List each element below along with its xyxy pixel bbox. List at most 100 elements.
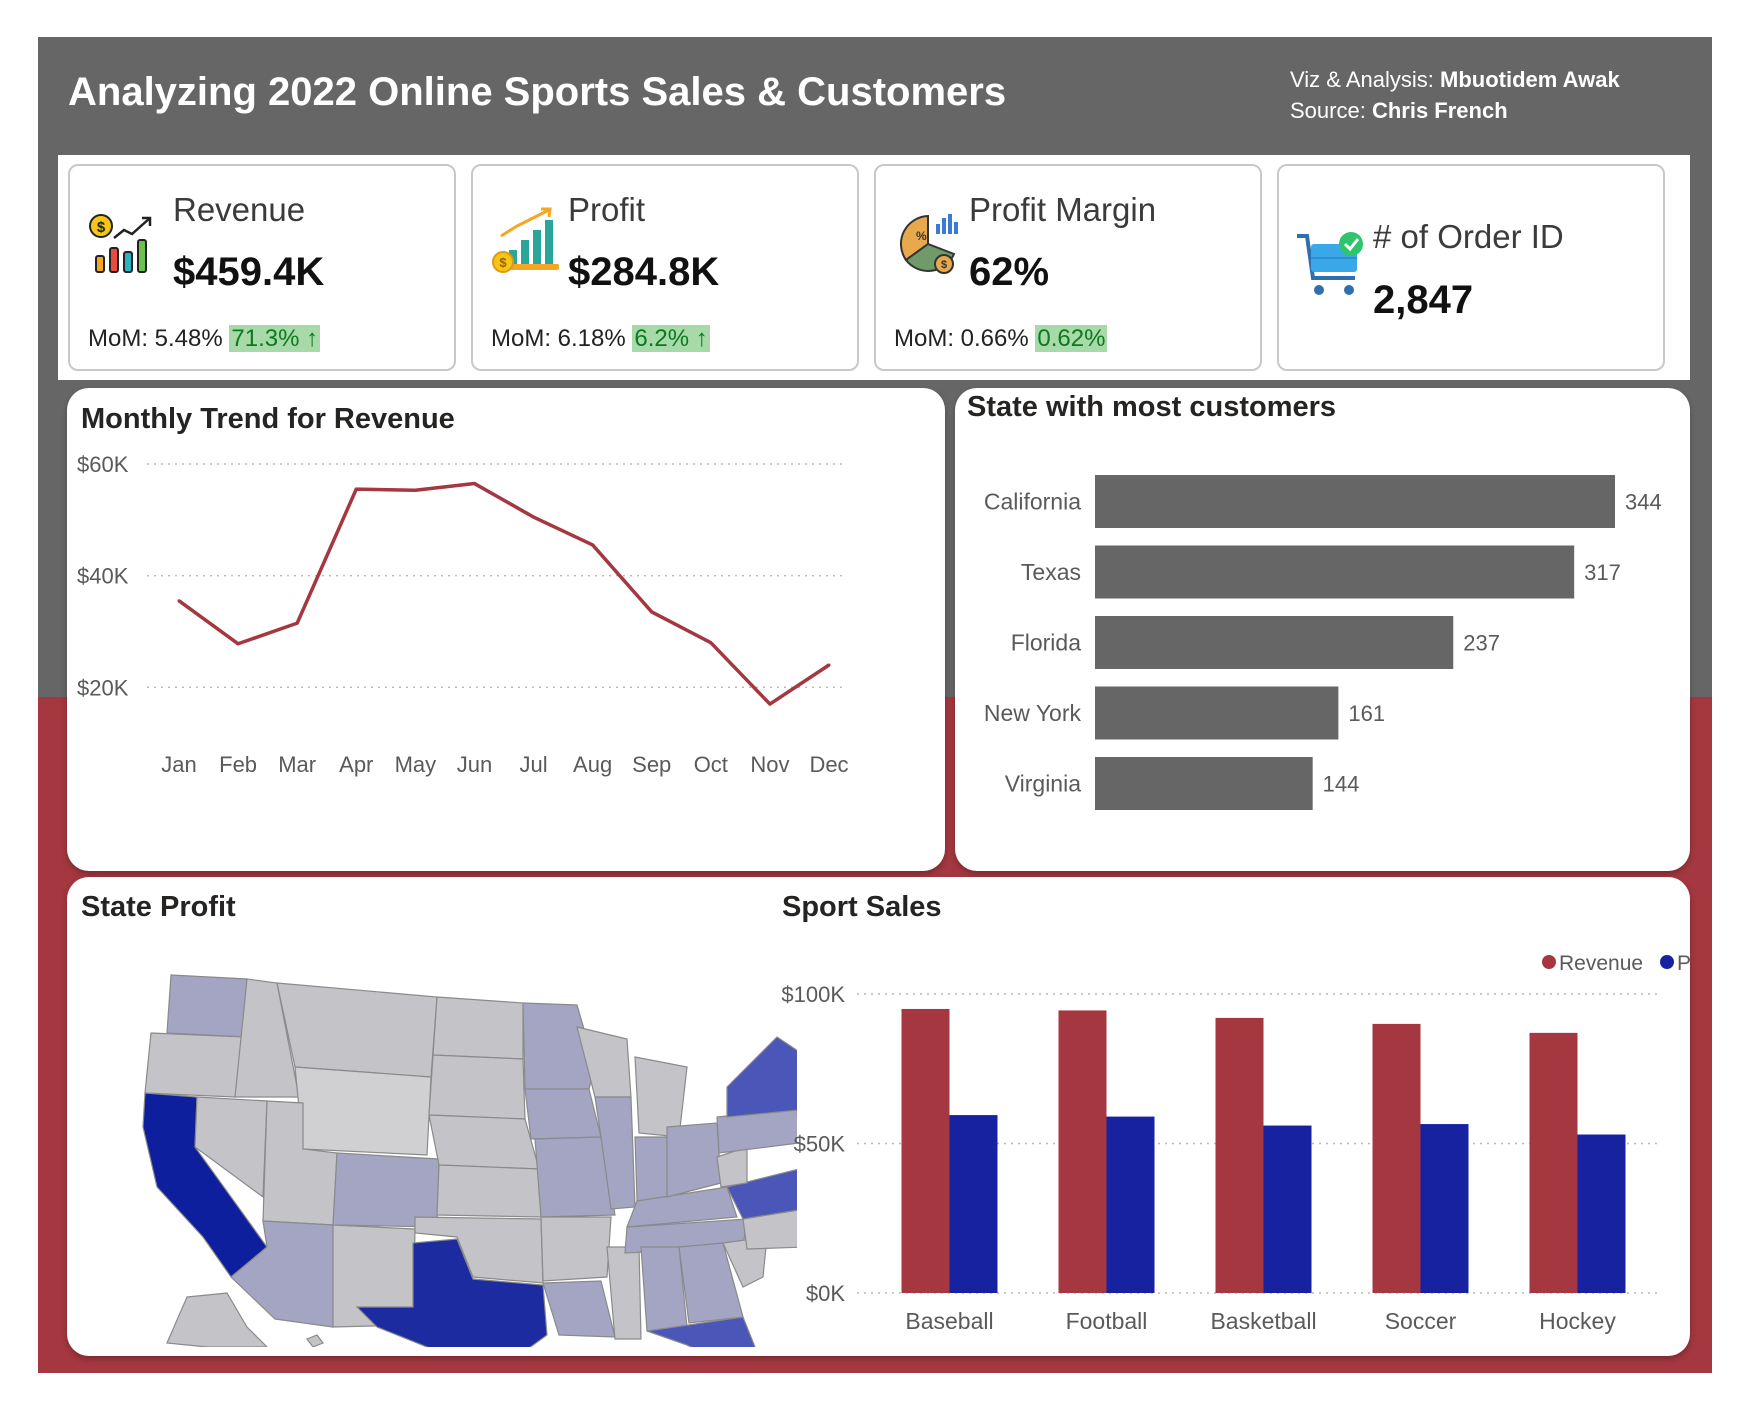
bar-revenue [1058,1010,1107,1293]
mom-delta: 71.3% [231,325,300,352]
bar [1095,616,1454,669]
map-state-hawaii [306,1334,324,1347]
bar-revenue [901,1008,950,1293]
kpi-value: $459.4K [173,250,325,294]
data-point [768,702,772,706]
bar [1095,545,1575,599]
x-tick-label: Feb [219,752,257,777]
sport-sales-title: Sport Sales [782,891,942,923]
kpi-card-revenue[interactable]: $ Revenue $459.4K MoM: 5.48% 71.3% ↑ [68,164,456,371]
map-state-iowa [524,1088,602,1140]
bar-category-label: Virginia [1005,771,1081,797]
bar-revenue [1215,1017,1264,1293]
legend-label: Profit [1677,952,1690,975]
map-state-virginia [726,1168,797,1220]
data-point [650,610,654,614]
y-tick-label: $100K [781,982,845,1007]
legend-marker [1542,955,1556,969]
map-state-illinois [594,1096,636,1210]
x-tick-label: Nov [750,752,789,777]
mom-label: MoM: 0.66% [894,325,1029,352]
map-state-south-dakota [428,1054,526,1120]
mom-label: MoM: 5.48% [88,325,223,352]
state-profit-map[interactable] [127,947,797,1347]
data-point [295,621,299,625]
source-prefix: Source: [1290,98,1372,123]
map-state-ohio [666,1122,722,1198]
kpi-label: Profit [568,191,646,228]
viz-author: Mbuotidem Awak [1440,67,1620,92]
x-tick-label: Baseball [905,1308,993,1334]
map-state-nevada [194,1096,268,1199]
map-state-alaska [166,1292,268,1347]
kpi-card-profit[interactable]: $ Profit $284.8K MoM: 6.18% 6.2% ↑ [471,164,859,371]
data-point [827,663,831,667]
sport-sales-chart: $0K $50K $100K Baseball Football Basketball So… [781,952,1690,1334]
card-state-customers: State with most customers California 344 T… [955,388,1690,871]
map-state-missouri [534,1136,616,1218]
x-tick-label: Mar [278,752,316,777]
bar-category-label: New York [984,700,1082,726]
bar-profit [1420,1124,1469,1293]
kpi-mom: MoM: 5.48% 71.3% ↑ [88,325,321,353]
x-tick-label: Aug [573,752,612,777]
monthly-trend-title: Monthly Trend for Revenue [81,403,455,435]
x-tick-label: May [395,752,437,777]
bar-category-label: Florida [1011,630,1082,656]
bar-data-label: 237 [1463,631,1500,656]
data-point [413,488,417,492]
x-tick-label: Jun [457,752,492,777]
bar [1095,757,1313,810]
svg-text:$: $ [941,259,947,271]
bar-data-label: 161 [1348,701,1385,726]
state-customers-chart: California 344 Texas 317 Florida 237 New York 1… [984,475,1662,810]
mom-delta-badge: 71.3% ↑ [229,325,321,352]
bar-category-label: Texas [1021,559,1081,585]
map-state-wyoming [294,1066,432,1156]
kpi-mom: MoM: 0.66% 0.62% [894,325,1108,353]
legend-label: Revenue [1559,952,1643,975]
x-tick-label: Soccer [1385,1308,1457,1334]
kpi-card-order-count[interactable]: # of Order ID 2,847 [1277,164,1665,371]
map-state-louisiana [542,1280,616,1338]
data-point [532,515,536,519]
map-state-nebraska [428,1114,540,1170]
bar-data-label: 317 [1584,560,1621,585]
x-tick-label: Jan [161,752,196,777]
up-arrow-icon: ↑ [695,325,708,352]
data-point [591,543,595,547]
mom-delta: 0.62% [1037,325,1106,352]
mom-delta-badge: 0.62% [1035,325,1108,352]
map-state-north-dakota [432,996,524,1060]
data-point [177,599,181,603]
y-tick-label: $20K [77,675,129,700]
source-name: Chris French [1371,98,1508,123]
data-point [472,482,476,486]
bar-revenue [1529,1032,1578,1293]
map-state-montana [276,982,438,1078]
bar-profit [1106,1116,1155,1293]
x-tick-label: Jul [519,752,547,777]
x-tick-label: Apr [339,752,373,777]
kpi-label: Revenue [173,191,306,228]
map-state-colorado [332,1152,440,1228]
map-state-new-york [726,1036,797,1118]
kpi-value: $284.8K [568,250,720,294]
data-point [354,487,358,491]
x-tick-label: Basketball [1210,1308,1316,1334]
svg-text:$: $ [97,219,106,236]
legend-marker [1660,955,1674,969]
state-profit-title: State Profit [81,891,236,923]
monthly-trend-chart: $20K $40K $60K Jan Feb Mar Apr May Jun Jul Aug Sep O… [77,452,849,777]
revenue-line [177,481,830,706]
kpi-value: 2,847 [1373,278,1474,322]
mom-delta-badge: 6.2% ↑ [632,325,710,352]
mom-label: MoM: 6.18% [491,325,626,352]
svg-text:%: % [916,229,927,243]
profit-margin-pie-icon: % $ [899,214,958,274]
map-state-arkansas [540,1216,612,1282]
map-state-oregon [144,1032,246,1098]
kpi-card-profit-margin[interactable]: % $ Profit Margin 62% MoM: 0.66% 0.62% [874,164,1262,371]
viz-prefix: Viz & Analysis: [1290,67,1440,92]
